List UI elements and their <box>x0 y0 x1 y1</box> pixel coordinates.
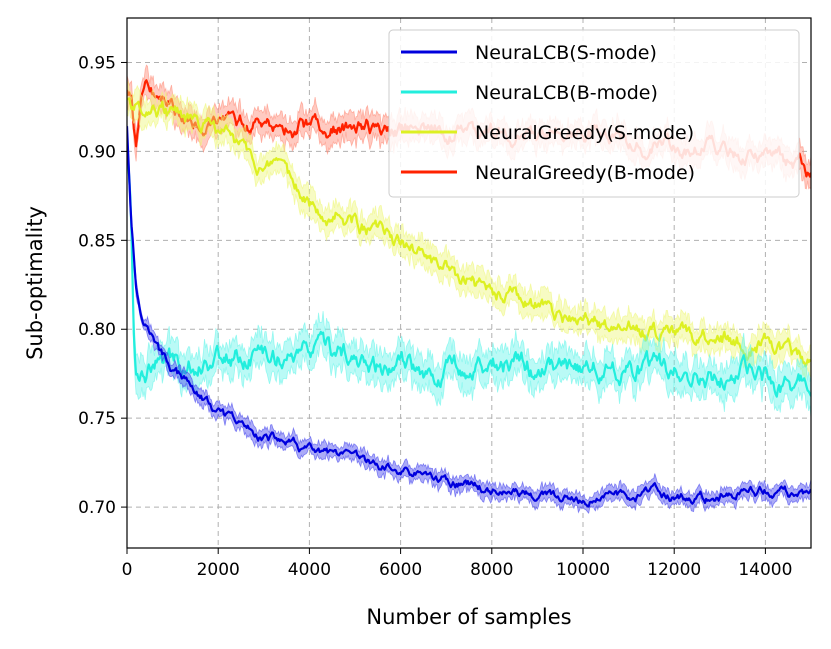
legend-box <box>388 29 800 198</box>
legend: NeuraLCB(S-mode) NeuraLCB(B-mode) Neural… <box>388 29 800 198</box>
axis-ticks: 0 2000 4000 6000 8000 10000 12000 14000 0.70 0.75… <box>78 53 792 580</box>
series-line-neuralgreedy-s <box>127 97 811 368</box>
x-tick-label: 2000 <box>197 560 240 580</box>
y-axis-label: Sub-optimality <box>23 206 47 360</box>
series-line-neuralcb-s <box>127 126 811 508</box>
x-tick-label: 14000 <box>738 560 792 580</box>
x-tick-label: 8000 <box>470 560 513 580</box>
x-tick-label: 4000 <box>288 560 331 580</box>
legend-label-neuralcb-s: NeuraLCB(S-mode) <box>475 42 657 64</box>
legend-label-neuralgreedy-b: NeuralGreedy(B-mode) <box>475 162 695 184</box>
plot-frame <box>126 17 812 549</box>
y-tick-label: 0.80 <box>78 320 116 340</box>
x-axis-label: Number of samples <box>366 605 571 629</box>
x-tick-label: 12000 <box>647 560 701 580</box>
y-tick-label: 0.90 <box>78 142 116 162</box>
y-tick-label: 0.85 <box>78 231 116 251</box>
y-tick-label: 0.75 <box>78 409 116 429</box>
series-band-neuralcb-s <box>127 121 811 515</box>
x-tick-label: 10000 <box>556 560 610 580</box>
x-tick-label: 6000 <box>379 560 422 580</box>
series-band-neuralcb-b <box>127 123 811 419</box>
y-tick-label: 0.70 <box>78 498 116 518</box>
x-tick-label: 0 <box>122 560 133 580</box>
legend-label-neuralcb-b: NeuraLCB(B-mode) <box>475 82 658 104</box>
legend-label-neuralgreedy-s: NeuralGreedy(S-mode) <box>475 122 694 144</box>
y-tick-label: 0.95 <box>78 53 116 73</box>
series-line-neuralcb-b <box>127 144 811 398</box>
